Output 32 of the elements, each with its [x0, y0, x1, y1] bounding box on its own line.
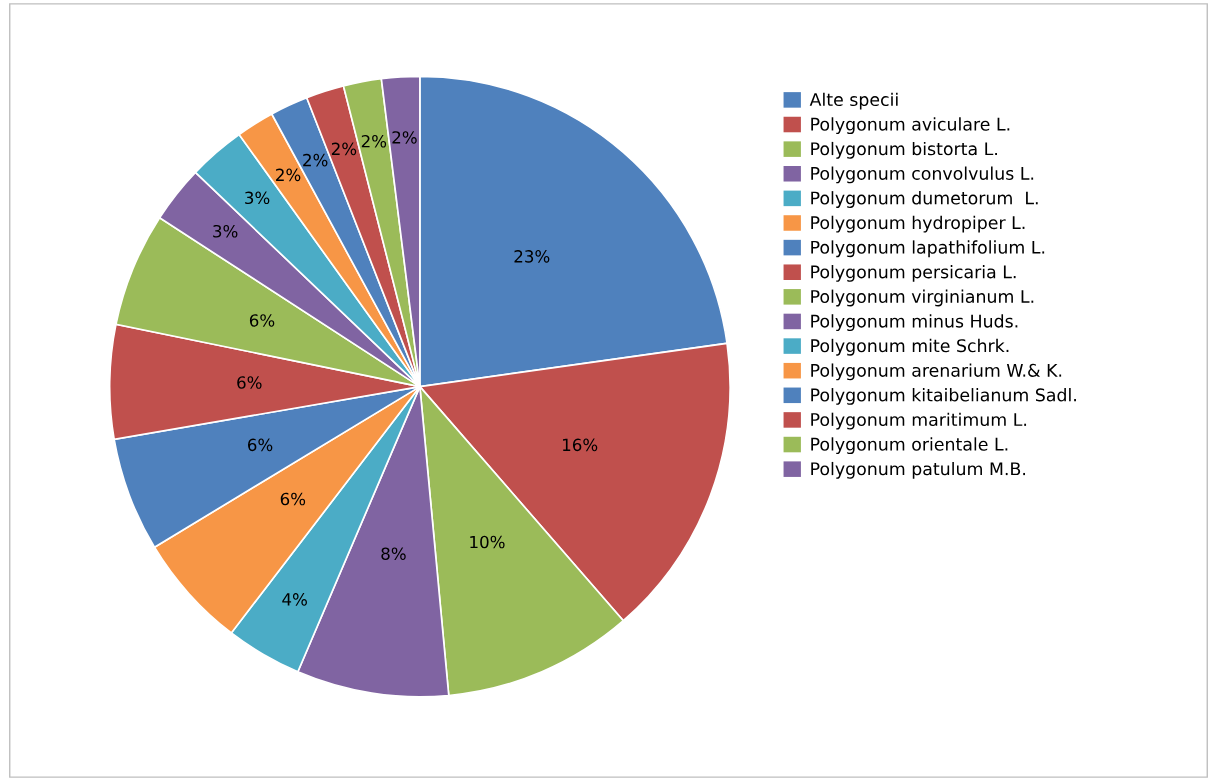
- data-label: 3%: [213, 224, 238, 238]
- data-label: 3%: [245, 191, 270, 205]
- legend-label: Polygonum dumetorum L.: [811, 191, 1038, 208]
- data-label: 16%: [562, 438, 598, 452]
- legend-label: Polygonum maritimum L.: [811, 412, 1027, 430]
- data-label: 2%: [303, 153, 328, 167]
- legend-label: Polygonum patulum M.B.: [811, 461, 1026, 479]
- legend-label: Polygonum bistorta L.: [811, 141, 997, 159]
- legend-label: Polygonum lapathifolium L.: [811, 240, 1045, 258]
- legend-label: Polygonum hydropiper L.: [811, 215, 1025, 233]
- data-label: 6%: [249, 314, 275, 327]
- data-label: 10%: [470, 535, 505, 549]
- data-label: 2%: [392, 131, 417, 144]
- data-label: 4%: [282, 593, 307, 606]
- legend-label: Polygonum convolvulus L.: [811, 166, 1034, 184]
- data-label: 2%: [276, 168, 301, 182]
- legend-label: Polygonum persicaria L.: [811, 264, 1016, 282]
- legend-label: Polygonum orientale L.: [811, 437, 1008, 455]
- data-label: 6%: [237, 376, 262, 389]
- legend-label: Polygonum virginianum L.: [811, 289, 1034, 307]
- data-label: 23%: [514, 250, 550, 263]
- data-label: 2%: [361, 134, 387, 148]
- data-label: 6%: [247, 438, 273, 452]
- legend-label: Polygonum arenarium W.& K.: [811, 363, 1062, 381]
- data-label: 6%: [280, 492, 306, 506]
- legend-label: Polygonum minus Huds.: [811, 314, 1018, 332]
- legend-label: Polygonum mite Schrk.: [811, 338, 1009, 356]
- legend-label: Polygonum aviculare L.: [811, 117, 1010, 135]
- data-label: 2%: [331, 142, 357, 156]
- legend-label: Polygonum kitaibelianum Sadl.: [811, 388, 1076, 405]
- data-label: 8%: [381, 547, 406, 560]
- legend-label: Alte specii: [809, 92, 898, 110]
